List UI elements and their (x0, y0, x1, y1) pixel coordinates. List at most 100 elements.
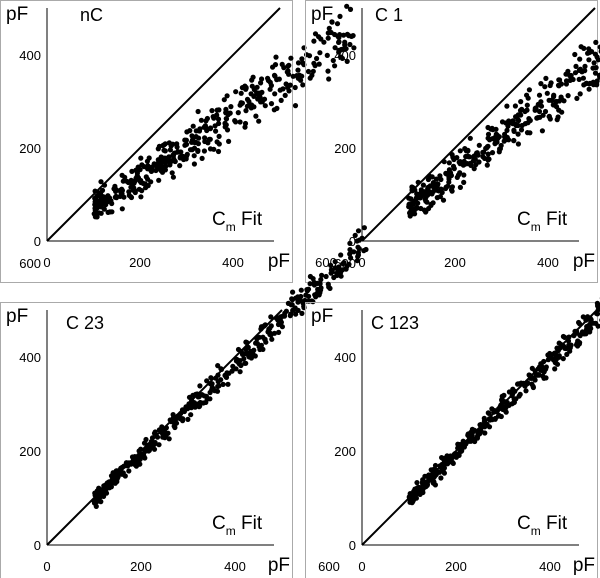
data-point (119, 206, 125, 212)
data-point (238, 101, 244, 107)
data-point (336, 39, 342, 45)
data-point (210, 386, 216, 392)
data-point (300, 60, 306, 66)
data-point (457, 148, 463, 154)
y-unit-label: pF (6, 4, 28, 25)
data-point (515, 141, 522, 147)
data-point (497, 146, 503, 152)
data-point (496, 406, 502, 412)
data-point (272, 62, 279, 68)
data-point (504, 127, 510, 133)
data-point (125, 463, 131, 469)
fit-annotation: Cm Fit (517, 209, 568, 234)
data-point (342, 39, 348, 45)
data-point (543, 75, 549, 81)
data-point (525, 120, 531, 126)
data-point (96, 210, 102, 216)
data-point (437, 194, 443, 200)
data-point (550, 357, 557, 363)
data-point (307, 281, 313, 287)
data-point (323, 273, 329, 280)
data-point (539, 128, 546, 134)
data-point (591, 60, 597, 66)
data-point (551, 351, 557, 357)
data-point (278, 97, 284, 103)
data-point (105, 199, 111, 205)
y-tick-label: 600 (19, 256, 41, 271)
data-point (567, 73, 573, 79)
panel-title: C 23 (66, 313, 104, 333)
data-point (339, 267, 346, 273)
data-point (197, 383, 203, 389)
data-point (98, 195, 104, 201)
data-point (144, 158, 150, 164)
data-point (339, 55, 345, 62)
data-point (207, 381, 213, 387)
data-point (288, 302, 294, 308)
data-point (267, 86, 273, 92)
data-point (282, 92, 288, 98)
data-point (129, 168, 135, 174)
data-point (350, 33, 356, 39)
data-point (178, 149, 184, 155)
data-point (467, 135, 473, 141)
data-point (567, 348, 573, 354)
data-point (556, 83, 562, 89)
data-point (218, 377, 224, 383)
data-point (577, 56, 583, 62)
data-point (283, 308, 289, 314)
y-tick-label: 200 (19, 141, 41, 156)
data-point (138, 194, 144, 200)
data-point (259, 76, 265, 82)
data-point (485, 410, 491, 416)
data-point (441, 159, 447, 165)
data-point (177, 416, 183, 422)
data-point (328, 267, 334, 273)
data-point (268, 314, 274, 320)
data-point (223, 116, 229, 122)
y-tick-label: 400 (334, 48, 356, 63)
data-point (134, 173, 140, 179)
panel-frame (0, 302, 293, 578)
data-point (585, 314, 591, 320)
data-point (338, 252, 344, 258)
data-point (218, 366, 224, 372)
data-point (126, 468, 132, 474)
data-point (344, 3, 350, 9)
data-point (276, 317, 282, 323)
data-point (311, 38, 317, 44)
data-point (223, 110, 229, 116)
data-point (337, 13, 343, 19)
data-point (547, 116, 553, 122)
scatter-points (91, 225, 369, 509)
data-point (547, 350, 553, 357)
data-point (476, 142, 482, 148)
data-point (573, 63, 579, 69)
data-point (587, 329, 593, 335)
data-point (295, 67, 301, 73)
data-point (216, 133, 222, 139)
data-point (593, 39, 599, 46)
data-point (450, 460, 456, 466)
data-point (158, 161, 164, 167)
data-point (299, 56, 305, 62)
data-point (581, 45, 587, 52)
data-point (258, 99, 264, 105)
data-point (274, 105, 280, 111)
data-point (456, 159, 462, 165)
data-point (311, 279, 317, 286)
data-point (509, 401, 515, 407)
y-tick-label: 400 (19, 48, 41, 63)
panel-title: nC (80, 5, 103, 25)
data-point (332, 45, 338, 51)
data-point (202, 138, 208, 145)
data-point (321, 39, 327, 45)
x-unit-label: pF (268, 251, 290, 272)
data-point (286, 88, 292, 94)
data-point (517, 391, 523, 397)
data-point (572, 70, 579, 76)
data-point (142, 449, 148, 455)
data-point (328, 262, 334, 268)
